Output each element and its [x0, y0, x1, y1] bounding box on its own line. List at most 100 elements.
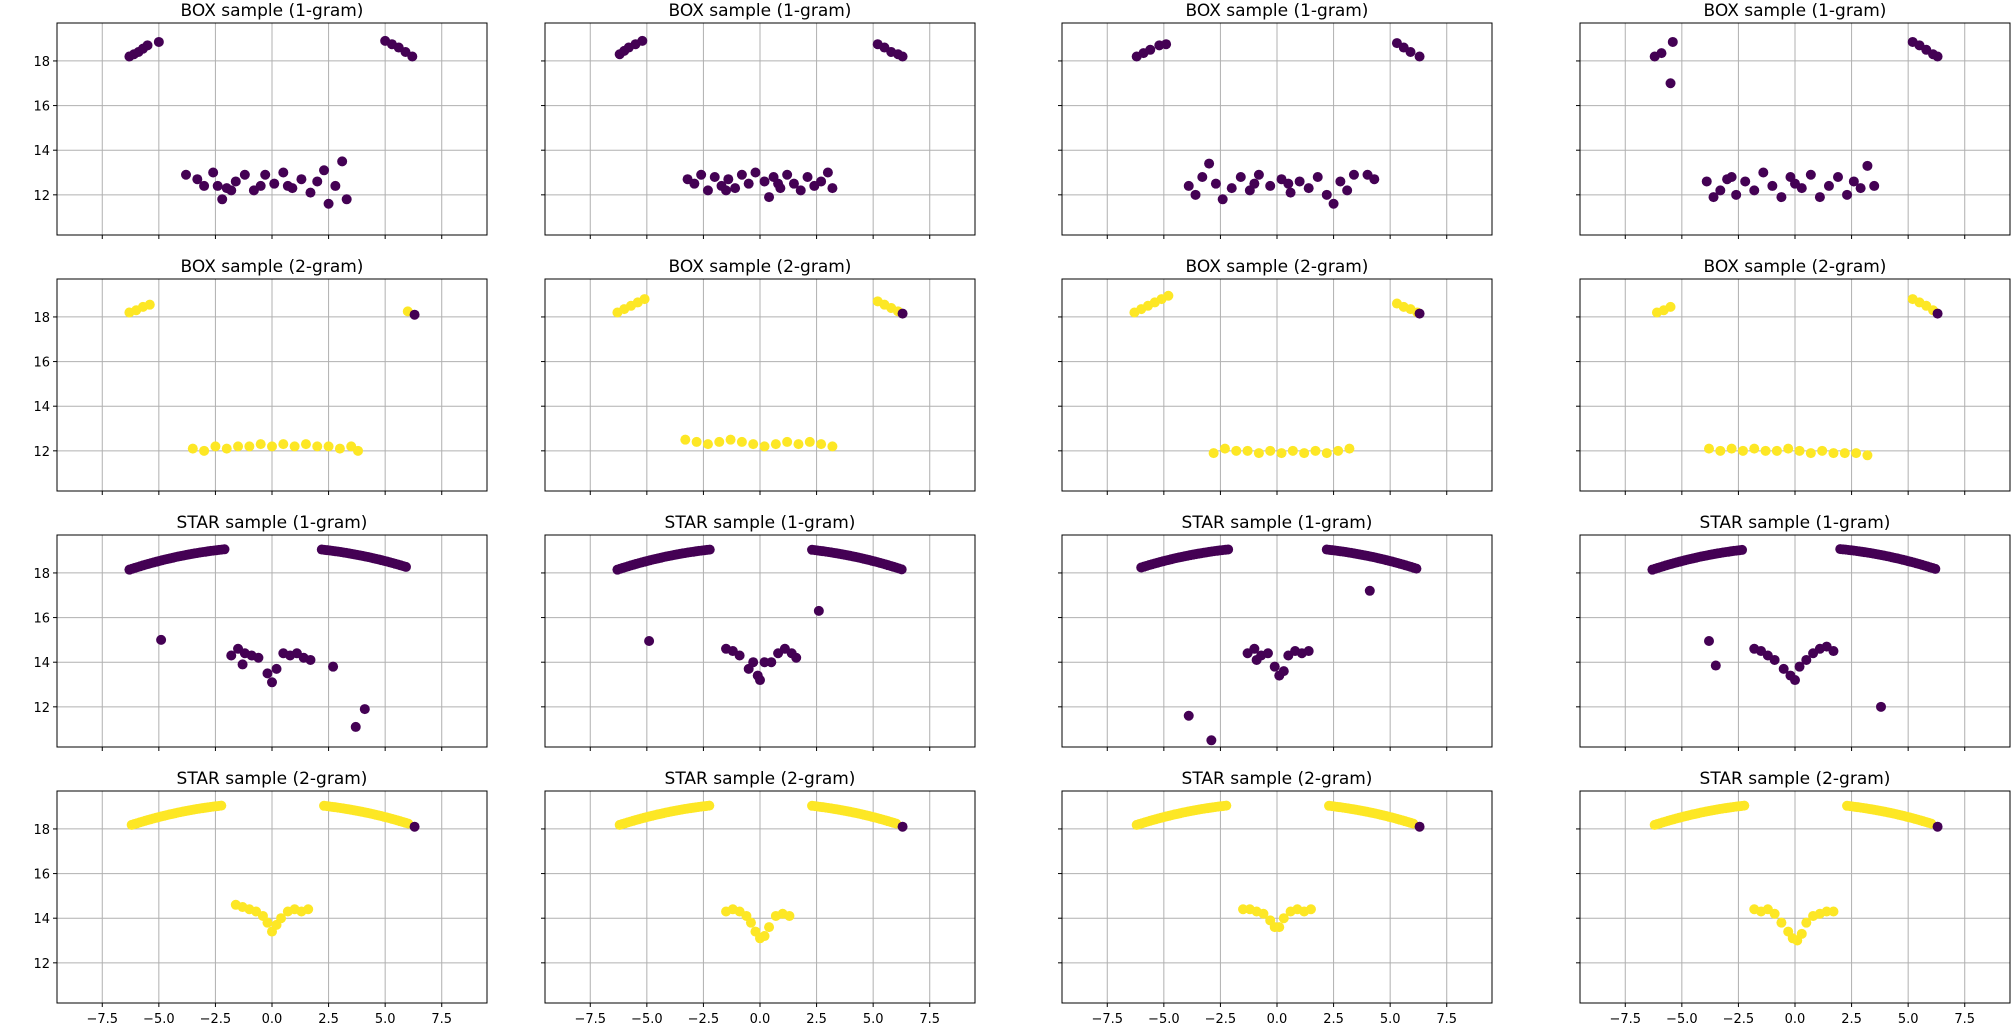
data-point	[1274, 922, 1285, 933]
data-points	[1647, 544, 1941, 712]
subplot-title: STAR sample (1-gram)	[1182, 513, 1373, 533]
data-point	[1828, 906, 1839, 917]
data-point	[407, 51, 418, 62]
data-point	[1197, 171, 1208, 182]
data-points	[612, 294, 908, 452]
data-point	[1823, 180, 1834, 191]
data-point	[267, 677, 277, 688]
subplot-title: BOX sample (1-gram)	[1704, 1, 1887, 21]
x-tick-label: 5.0	[1380, 1012, 1401, 1024]
data-point	[1656, 48, 1667, 59]
data-point	[1801, 917, 1812, 928]
data-point	[1839, 448, 1850, 459]
data-point	[1758, 167, 1769, 178]
data-point	[253, 652, 264, 663]
data-point	[278, 439, 289, 450]
x-tick-label: −2.5	[1723, 1012, 1755, 1024]
data-point	[1740, 176, 1751, 187]
data-point	[1855, 183, 1866, 194]
subplot-r1-c0: 12 14 16 18 BOX sample (2-gram)	[33, 257, 488, 495]
data-point	[1790, 178, 1800, 189]
data-point	[1299, 448, 1310, 459]
data-point	[696, 169, 707, 180]
data-point	[804, 436, 815, 447]
data-point	[1223, 544, 1234, 555]
y-tick-label: 12	[33, 189, 50, 204]
data-point	[755, 675, 765, 686]
data-point	[255, 180, 266, 191]
data-point	[1739, 800, 1750, 811]
data-point	[1342, 185, 1353, 196]
data-point	[1801, 654, 1812, 665]
data-point	[1851, 448, 1862, 459]
data-points	[1129, 290, 1425, 459]
data-point	[1414, 51, 1425, 62]
data-point	[210, 441, 221, 452]
data-point	[300, 439, 311, 450]
data-point	[1335, 176, 1346, 187]
data-points	[614, 800, 908, 944]
data-point	[1930, 563, 1941, 574]
data-point	[255, 439, 266, 450]
data-point	[217, 194, 228, 205]
data-point	[827, 183, 838, 194]
y-tick-label: 14	[33, 656, 50, 671]
data-point	[782, 169, 793, 180]
subplot-r0-c1: BOX sample (1-gram)	[541, 1, 976, 239]
y-tick-label: 14	[33, 144, 50, 159]
data-point	[1862, 160, 1873, 171]
y-tick-label: 12	[33, 701, 50, 716]
subplot-title: STAR sample (2-gram)	[177, 769, 368, 789]
subplot-r1-c3: BOX sample (2-gram)	[1576, 257, 2011, 495]
data-point	[1414, 308, 1425, 319]
subplot-r3-c0: 12 14 16 18 −7.5 −5.0 −2.5 0.0 2.5 5.0 7.5 STAR sam…	[33, 769, 488, 1024]
data-points	[1136, 544, 1422, 746]
data-point	[1665, 301, 1676, 312]
data-point	[1776, 192, 1787, 203]
y-tick-label: 16	[33, 100, 50, 115]
data-point	[709, 171, 720, 182]
x-tick-label: −5.0	[1148, 1012, 1180, 1024]
data-points	[1131, 800, 1425, 933]
data-points	[124, 299, 420, 456]
data-point	[1312, 171, 1323, 182]
data-point	[1710, 660, 1721, 671]
subplot-title: STAR sample (2-gram)	[665, 769, 856, 789]
data-point	[409, 821, 420, 832]
x-tick-label: 2.5	[318, 1012, 339, 1024]
x-tick-label: 5.0	[1898, 1012, 1919, 1024]
data-points	[124, 35, 418, 209]
data-point	[156, 634, 167, 645]
data-point	[788, 178, 799, 189]
data-point	[704, 800, 715, 811]
data-point	[1210, 178, 1221, 189]
data-point	[1369, 174, 1380, 185]
x-tick-label: −7.5	[574, 1012, 606, 1024]
data-point	[239, 169, 250, 180]
data-point	[1348, 169, 1359, 180]
y-tick-label: 16	[33, 612, 50, 627]
data-point	[1771, 445, 1782, 456]
data-point	[743, 178, 754, 189]
data-points	[1651, 294, 1943, 461]
data-point	[1208, 448, 1219, 459]
data-point	[1161, 39, 1172, 50]
data-point	[181, 169, 191, 180]
data-point	[219, 544, 230, 555]
data-point	[1344, 443, 1355, 454]
x-tick-label: 0.0	[750, 1012, 771, 1024]
y-tick-label: 16	[33, 868, 50, 883]
data-point	[822, 167, 833, 178]
subplot-r2-c3: STAR sample (1-gram)	[1576, 513, 2011, 751]
data-point	[1805, 169, 1816, 180]
data-point	[1769, 908, 1780, 919]
data-point	[328, 661, 339, 672]
data-point	[278, 167, 289, 178]
data-point	[1217, 194, 1228, 205]
data-point	[1862, 450, 1873, 461]
data-point	[353, 445, 363, 456]
data-point	[330, 180, 341, 191]
subplot-r0-c3: BOX sample (1-gram)	[1576, 1, 2011, 239]
data-point	[1749, 443, 1760, 454]
data-point	[1328, 198, 1339, 209]
